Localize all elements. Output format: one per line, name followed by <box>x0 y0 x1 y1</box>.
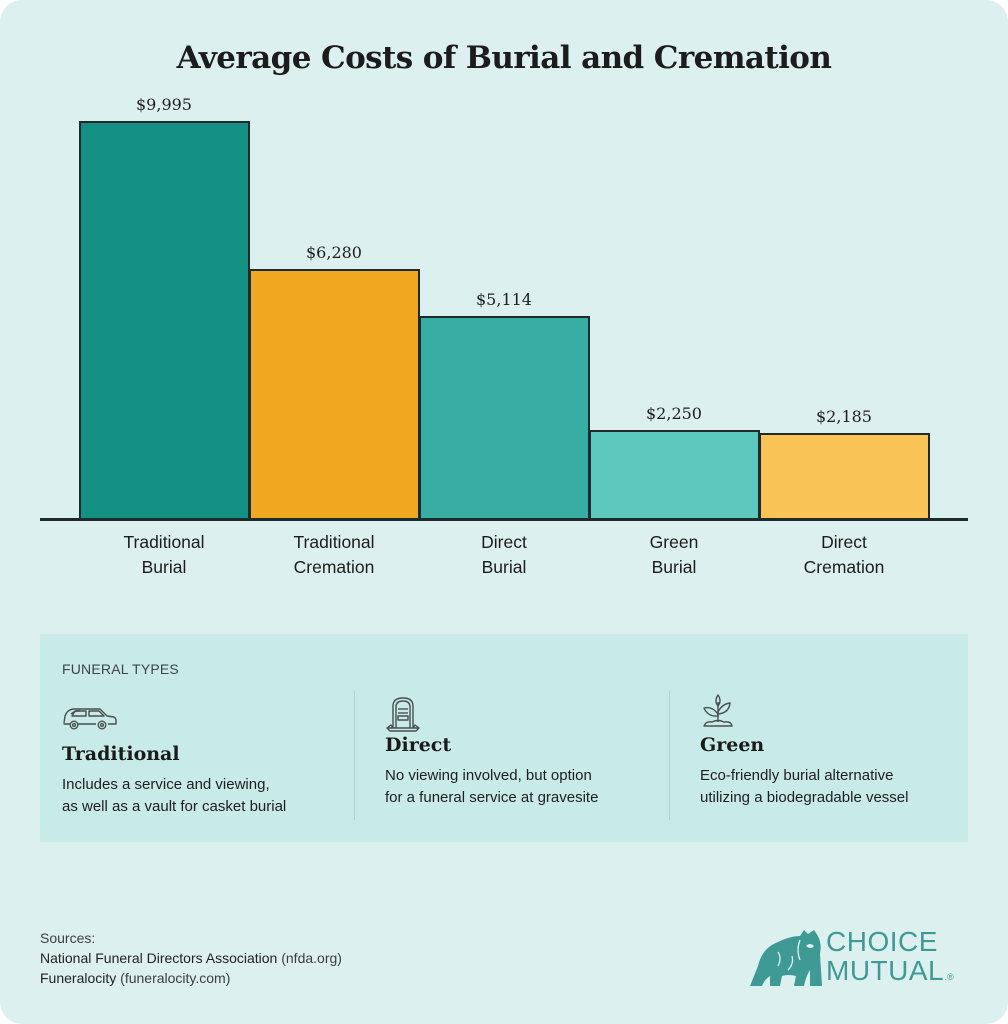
funeral-types-heading: FUNERAL TYPES <box>62 661 179 677</box>
funeral-type-name: Direct <box>385 734 452 756</box>
funeral-type-name: Green <box>700 734 765 756</box>
sources-heading: Sources: <box>40 930 96 946</box>
funeral-type-traditional: Traditional Includes a service and viewi… <box>62 704 352 818</box>
bar-traditional-cremation <box>249 269 420 520</box>
column-divider <box>354 691 355 820</box>
source-item: Funeralocity (funeralocity.com) <box>40 968 342 988</box>
category-label-line: Direct <box>821 532 867 552</box>
gravestone-icon <box>386 697 420 732</box>
funeral-type-description: Eco-friendly burial alternative utilizin… <box>700 765 990 809</box>
bar-value-direct-burial: $5,114 <box>476 290 532 309</box>
chart-title: Average Costs of Burial and Cremation <box>176 40 832 76</box>
bar-value-traditional-burial: $9,995 <box>136 95 192 114</box>
bar-chart: $9,995 $6,280 $5,114 $2,250 $2,185 Tradi… <box>40 95 968 580</box>
bar-green-burial <box>589 430 760 520</box>
category-label-line: Traditional <box>293 532 375 552</box>
x-axis-line <box>40 518 968 521</box>
category-label-line: Direct <box>481 532 527 552</box>
funeral-type-direct: Direct No viewing involved, but option f… <box>385 694 675 809</box>
column-divider <box>669 691 670 820</box>
bar-value-green-burial: $2,250 <box>646 404 702 423</box>
description-line: utilizing a biodegradable vessel <box>700 789 909 806</box>
logo-line2: MUTUAL <box>826 955 945 986</box>
bar-traditional-burial <box>79 121 250 520</box>
logo-line1: CHOICE <box>826 926 938 957</box>
funeral-type-name: Traditional <box>62 743 180 765</box>
hearse-icon <box>63 708 117 730</box>
bar-direct-cremation <box>759 433 930 520</box>
funeral-type-description: Includes a service and viewing, as well … <box>62 774 352 818</box>
category-label-line: Traditional <box>123 532 205 552</box>
choice-mutual-logo: CHOICE MUTUAL.® <box>748 924 968 988</box>
source-name: Funeralocity <box>40 970 117 986</box>
bar-value-direct-cremation: $2,185 <box>816 407 872 426</box>
category-label-line: Cremation <box>293 557 375 577</box>
bar-value-traditional-cremation: $6,280 <box>306 243 362 262</box>
category-label-line: Cremation <box>803 557 885 577</box>
category-label-traditional-burial: Traditional Burial <box>79 530 249 580</box>
category-label-direct-cremation: Direct Cremation <box>759 530 929 580</box>
source-name: National Funeral Directors Association <box>40 950 278 966</box>
description-line: No viewing involved, but option <box>385 767 592 784</box>
source-site: (nfda.org) <box>281 950 342 966</box>
sources-block: Sources: National Funeral Directors Asso… <box>40 928 342 988</box>
bar-direct-burial <box>419 316 590 520</box>
funeral-type-description: No viewing involved, but option for a fu… <box>385 765 675 809</box>
description-line: as well as a vault for casket burial <box>62 798 287 815</box>
category-label-line: Green <box>649 532 699 552</box>
category-label-green-burial: Green Burial <box>589 530 759 580</box>
registered-mark: .® <box>944 972 955 982</box>
category-label-line: Burial <box>141 557 187 577</box>
sprout-icon <box>703 694 733 727</box>
description-line: Includes a service and viewing, <box>62 776 270 793</box>
category-label-line: Burial <box>651 557 697 577</box>
category-label-traditional-cremation: Traditional Cremation <box>249 530 419 580</box>
category-label-direct-burial: Direct Burial <box>419 530 589 580</box>
description-line: for a funeral service at gravesite <box>385 789 599 806</box>
logo-wordmark: CHOICE MUTUAL.® <box>826 927 954 992</box>
source-site: (funeralocity.com) <box>120 970 231 986</box>
category-label-line: Burial <box>481 557 527 577</box>
source-item: National Funeral Directors Association (… <box>40 948 342 968</box>
bear-icon <box>750 930 822 986</box>
funeral-type-green: Green Eco-friendly burial alternative ut… <box>700 692 990 809</box>
description-line: Eco-friendly burial alternative <box>700 767 894 784</box>
funeral-types-panel: FUNERAL TYPES Traditional Includes a ser… <box>40 634 968 842</box>
logo-line2-wrap: MUTUAL.® <box>826 956 954 992</box>
